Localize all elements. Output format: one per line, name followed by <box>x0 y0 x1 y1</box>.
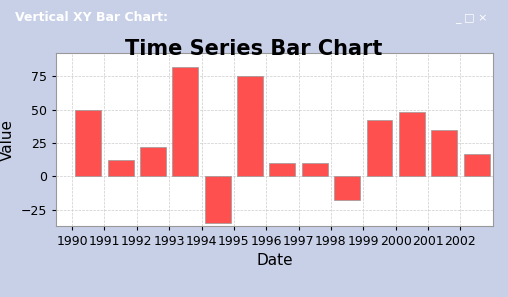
Bar <box>140 147 166 176</box>
Bar <box>269 163 295 176</box>
Bar <box>399 112 425 176</box>
X-axis label: Date: Date <box>256 253 293 268</box>
Bar <box>75 110 101 176</box>
Bar <box>302 163 328 176</box>
Bar <box>431 129 457 176</box>
Bar <box>108 160 134 176</box>
Bar <box>464 154 490 176</box>
Bar <box>334 176 360 200</box>
Text: Time Series Bar Chart: Time Series Bar Chart <box>125 39 383 59</box>
Bar <box>172 67 198 176</box>
Text: Vertical XY Bar Chart:: Vertical XY Bar Chart: <box>15 11 168 24</box>
Bar <box>237 76 263 176</box>
Y-axis label: Value: Value <box>0 119 15 161</box>
Bar <box>367 120 393 176</box>
Bar <box>205 176 231 223</box>
Text: _ □ ×: _ □ × <box>455 13 488 23</box>
